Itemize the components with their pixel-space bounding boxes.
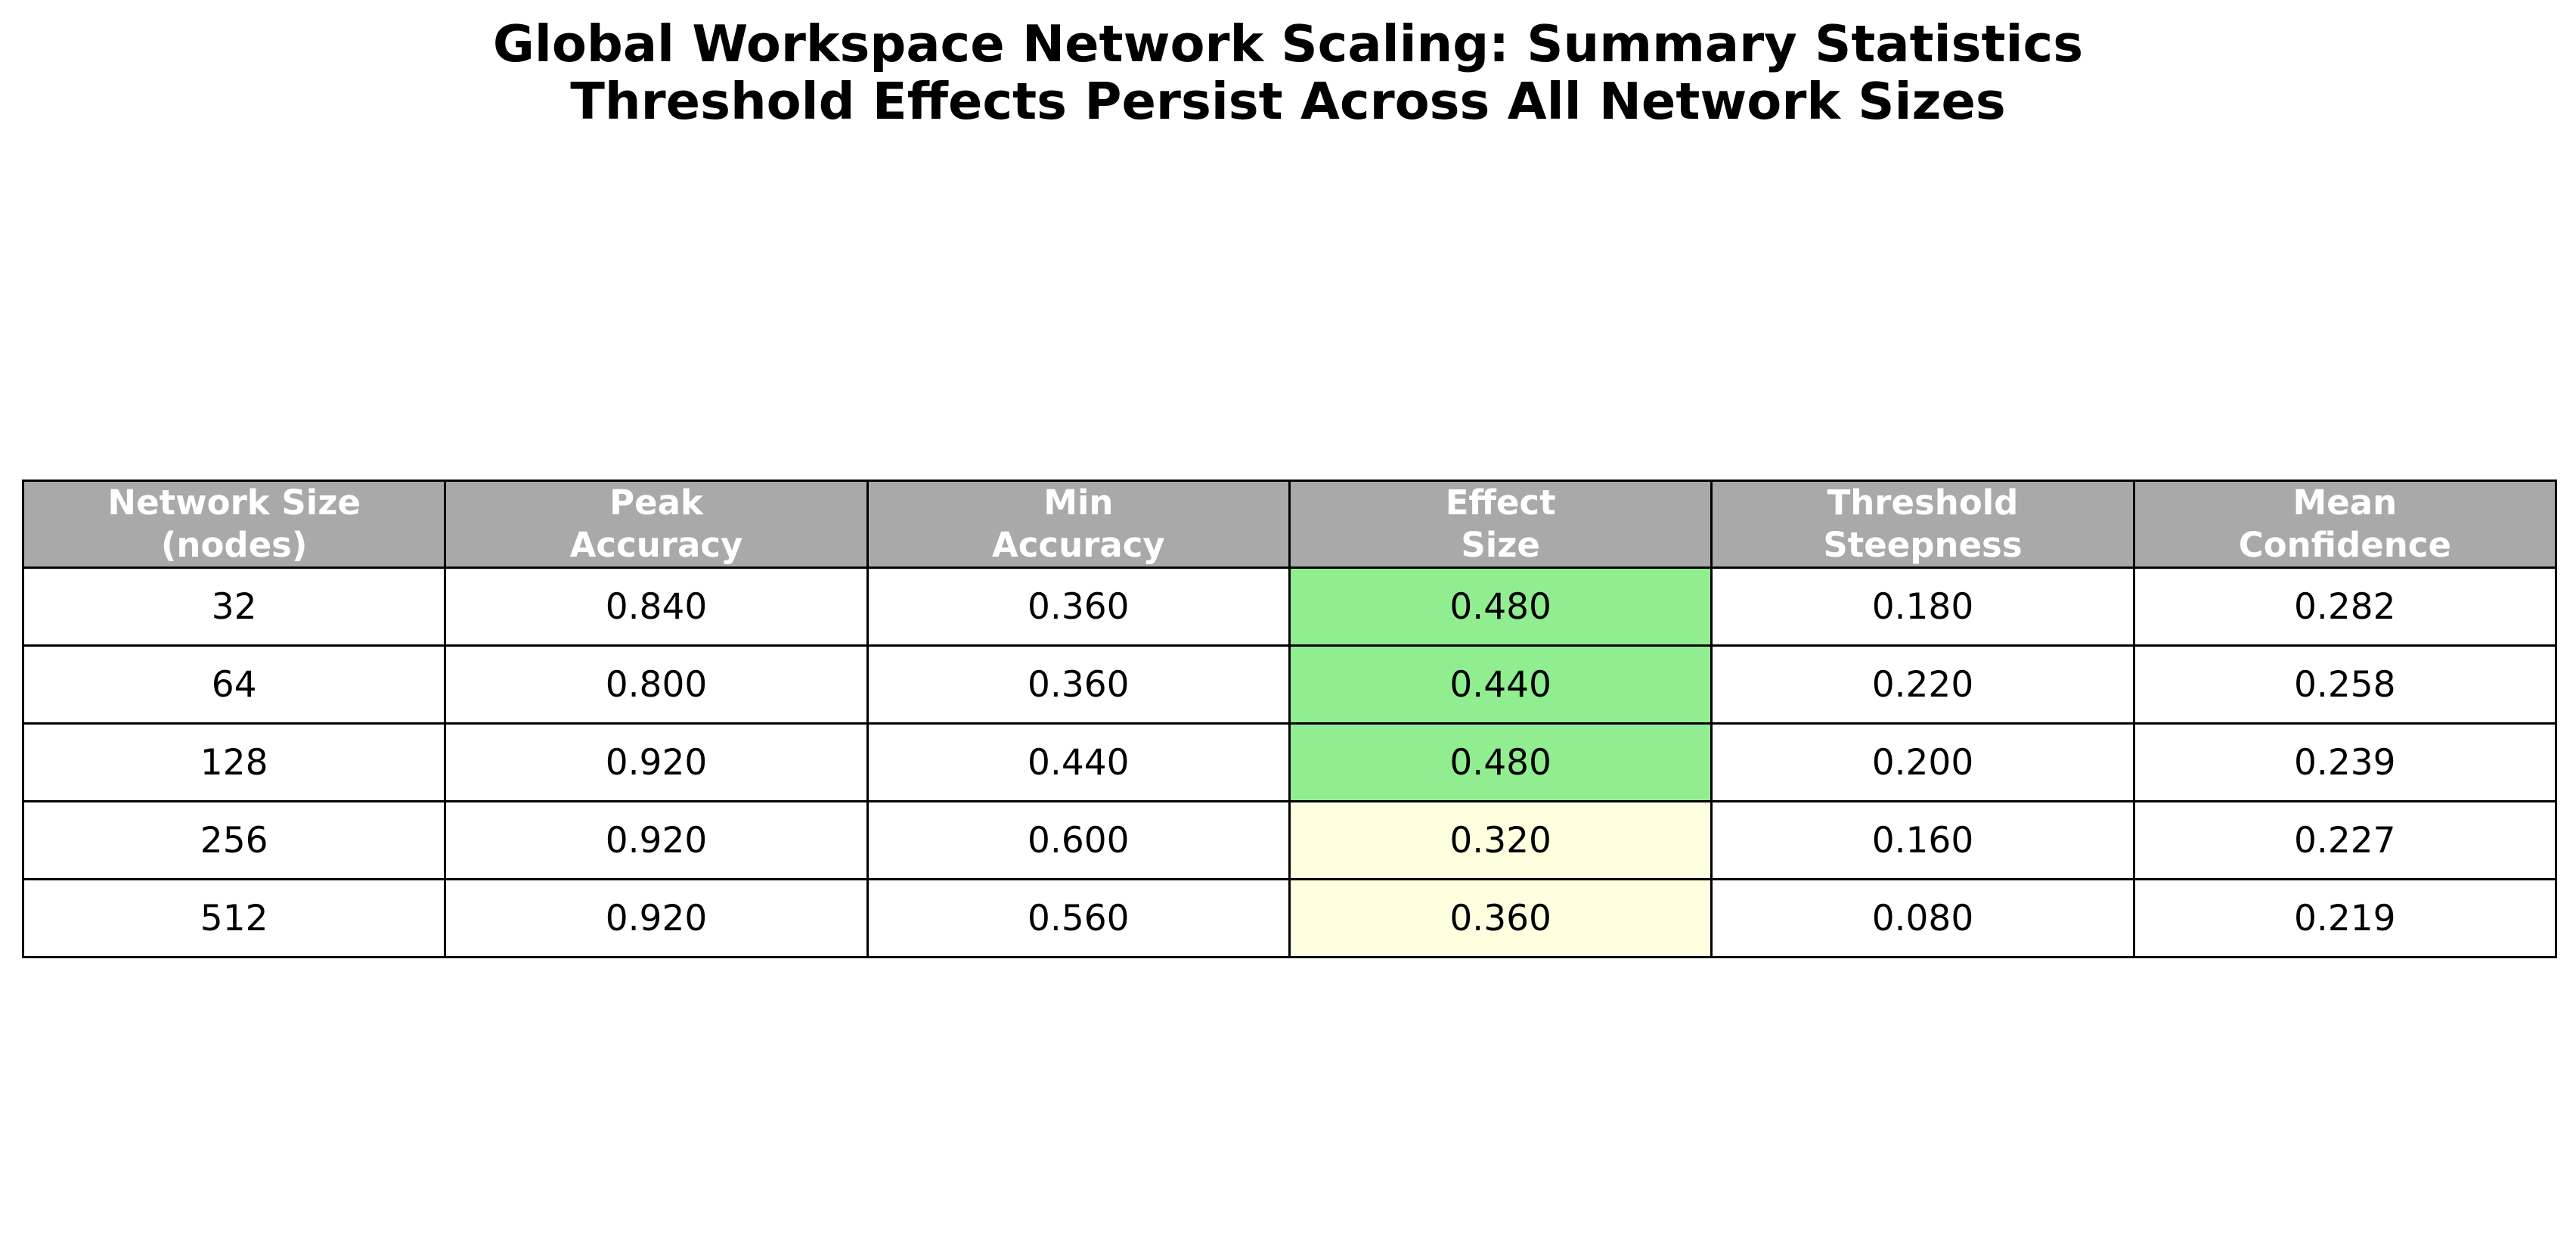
cell-min-accuracy: 0.360	[866, 566, 1291, 647]
cell-threshold-steepness: 0.180	[1710, 566, 2135, 647]
cell-network-size: 512	[21, 878, 447, 958]
cell-effect-size: 0.440	[1288, 644, 1713, 725]
cell-threshold-steepness: 0.220	[1710, 644, 2135, 725]
header-effect-size-line-2: Size	[1461, 525, 1540, 565]
header-network-size: Network Size (nodes)	[21, 480, 447, 569]
header-effect-size-line-1: Effect	[1445, 483, 1556, 523]
cell-min-accuracy: 0.440	[866, 722, 1291, 802]
table-row: 32 0.840 0.360 0.480 0.180 0.282	[21, 566, 2558, 647]
header-threshold-steepness: Threshold Steepness	[1710, 480, 2135, 569]
cell-peak-accuracy: 0.800	[444, 644, 869, 725]
summary-table: Network Size (nodes) Peak Accuracy Min A…	[21, 480, 2558, 958]
cell-mean-confidence: 0.219	[2132, 878, 2558, 958]
cell-network-size: 32	[21, 566, 447, 647]
cell-peak-accuracy: 0.920	[444, 722, 869, 802]
cell-mean-confidence: 0.258	[2132, 644, 2558, 725]
chart-title-line-2: Threshold Effects Persist Across All Net…	[570, 72, 2006, 131]
cell-peak-accuracy: 0.920	[444, 800, 869, 880]
header-mean-confidence-line-2: Confidence	[2238, 525, 2451, 565]
table-row: 128 0.920 0.440 0.480 0.200 0.239	[21, 722, 2558, 802]
header-row: Network Size (nodes) Peak Accuracy Min A…	[21, 480, 2558, 569]
header-mean-confidence-line-1: Mean	[2292, 483, 2398, 523]
table-row: 512 0.920 0.560 0.360 0.080 0.219	[21, 878, 2558, 958]
chart-title-line-1: Global Workspace Network Scaling: Summar…	[492, 14, 2084, 73]
cell-min-accuracy: 0.560	[866, 878, 1291, 958]
cell-threshold-steepness: 0.200	[1710, 722, 2135, 802]
cell-mean-confidence: 0.282	[2132, 566, 2558, 647]
cell-min-accuracy: 0.600	[866, 800, 1291, 880]
table-row: 64 0.800 0.360 0.440 0.220 0.258	[21, 644, 2558, 725]
cell-effect-size: 0.480	[1288, 566, 1713, 647]
cell-min-accuracy: 0.360	[866, 644, 1291, 725]
cell-threshold-steepness: 0.080	[1710, 878, 2135, 958]
header-mean-confidence: Mean Confidence	[2132, 480, 2558, 569]
header-network-size-line-1: Network Size	[107, 483, 361, 523]
cell-threshold-steepness: 0.160	[1710, 800, 2135, 880]
cell-network-size: 256	[21, 800, 447, 880]
cell-mean-confidence: 0.227	[2132, 800, 2558, 880]
header-threshold-steepness-line-1: Threshold	[1827, 483, 2019, 523]
cell-network-size: 128	[21, 722, 447, 802]
cell-effect-size: 0.320	[1288, 800, 1713, 880]
header-min-accuracy: Min Accuracy	[866, 480, 1291, 569]
header-min-accuracy-line-1: Min	[1043, 483, 1114, 523]
table-row: 256 0.920 0.600 0.320 0.160 0.227	[21, 800, 2558, 880]
cell-effect-size: 0.480	[1288, 722, 1713, 802]
cell-network-size: 64	[21, 644, 447, 725]
header-min-accuracy-line-2: Accuracy	[991, 525, 1165, 565]
header-effect-size: Effect Size	[1288, 480, 1713, 569]
header-peak-accuracy-line-1: Peak	[609, 483, 703, 523]
header-peak-accuracy-line-2: Accuracy	[569, 525, 743, 565]
cell-peak-accuracy: 0.840	[444, 566, 869, 647]
cell-peak-accuracy: 0.920	[444, 878, 869, 958]
chart-title: Global Workspace Network Scaling: Summar…	[0, 15, 2576, 130]
cell-mean-confidence: 0.239	[2132, 722, 2558, 802]
header-peak-accuracy: Peak Accuracy	[444, 480, 869, 569]
header-threshold-steepness-line-2: Steepness	[1823, 525, 2023, 565]
cell-effect-size: 0.360	[1288, 878, 1713, 958]
header-network-size-line-2: (nodes)	[160, 525, 308, 565]
